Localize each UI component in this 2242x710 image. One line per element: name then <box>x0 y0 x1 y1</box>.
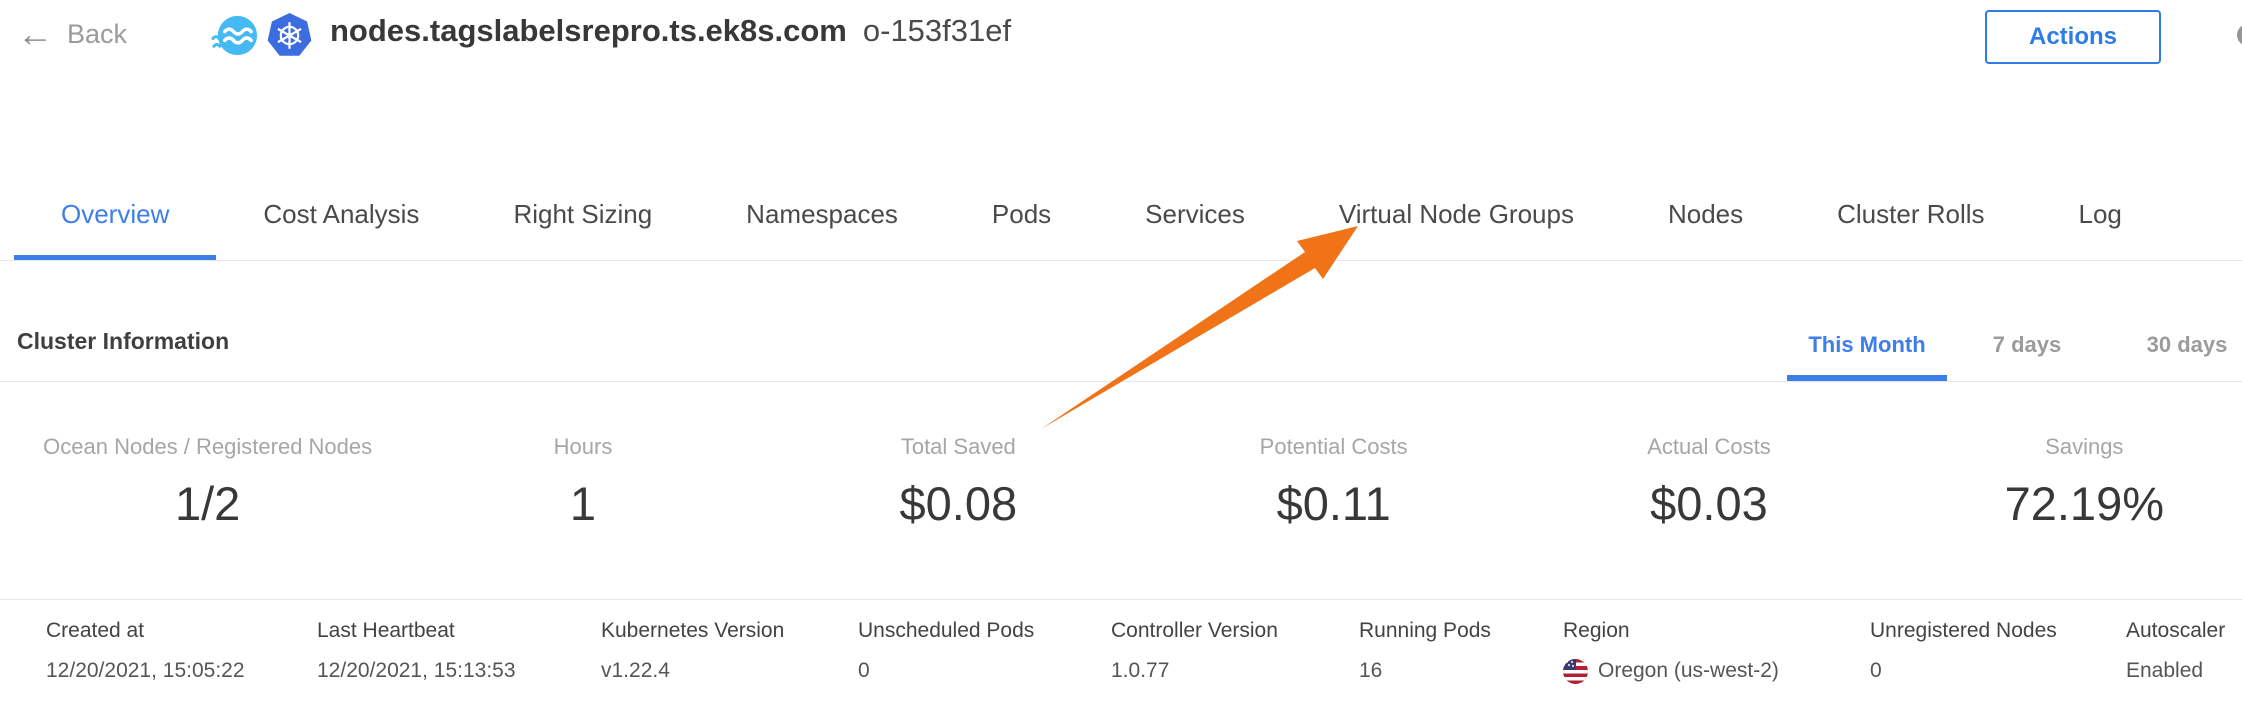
arrow-left-icon: ← <box>17 13 53 54</box>
details-divider <box>0 599 2242 600</box>
detail-created-at: Created at 12/20/2021, 15:05:22 <box>46 619 245 682</box>
tab-pods[interactable]: Pods <box>991 199 1052 229</box>
detail-last-heartbeat: Last Heartbeat 12/20/2021, 15:13:53 <box>317 619 516 682</box>
cluster-id: o-153f31ef <box>862 13 1012 48</box>
cluster-tab-bar: Overview Cost Analysis Right Sizing Name… <box>14 186 2169 261</box>
kubernetes-helm-icon <box>267 12 312 64</box>
tab-overview[interactable]: Overview <box>14 186 217 261</box>
cluster-stats-row: Ocean Nodes / Registered Nodes 1/2 Hours… <box>20 434 2242 531</box>
page-title: nodes.tagslabelsrepro.ts.ek8s.com o-153f3… <box>330 13 1011 49</box>
edge-partial-icon[interactable] <box>2237 24 2242 46</box>
cluster-details-row: Created at 12/20/2021, 15:05:22 Last Hea… <box>46 618 2242 684</box>
stat-total-saved: Total Saved $0.08 <box>899 434 1018 530</box>
detail-unregistered-nodes: Unregistered Nodes 0 <box>1870 619 2057 682</box>
tab-log[interactable]: Log <box>2078 199 2122 229</box>
time-tab-7-days[interactable]: 7 days <box>1992 332 2062 357</box>
cluster-logos <box>211 12 312 64</box>
back-button[interactable]: ← Back <box>17 16 127 52</box>
detail-running-pods: Running Pods 16 <box>1359 619 1491 682</box>
section-title: Cluster Information <box>17 328 230 354</box>
back-label: Back <box>67 18 128 49</box>
cluster-name: nodes.tagslabelsrepro.ts.ek8s.com <box>330 13 847 48</box>
us-flag-icon <box>1563 658 1588 684</box>
region-value: Oregon (us-west-2) <box>1598 659 1779 682</box>
stat-actual-costs: Actual Costs $0.03 <box>1647 434 1771 530</box>
tab-virtual-node-groups[interactable]: Virtual Node Groups <box>1338 199 1574 229</box>
tab-cluster-rolls[interactable]: Cluster Rolls <box>1837 199 1985 229</box>
detail-kubernetes-version: Kubernetes Version v1.22.4 <box>601 619 785 682</box>
actions-button[interactable]: Actions <box>1985 10 2161 64</box>
tab-right-sizing[interactable]: Right Sizing <box>513 199 653 229</box>
detail-autoscaler: Autoscaler Enabled <box>2126 619 2226 682</box>
stat-potential-costs: Potential Costs $0.11 <box>1259 434 1408 530</box>
ocean-waves-icon <box>211 12 258 64</box>
section-divider <box>0 381 2242 382</box>
tabs-divider <box>0 260 2242 261</box>
detail-unscheduled-pods: Unscheduled Pods 0 <box>858 619 1035 682</box>
stat-ocean-registered-nodes: Ocean Nodes / Registered Nodes 1/2 <box>43 434 373 530</box>
time-tab-30-days[interactable]: 30 days <box>2146 332 2228 357</box>
time-tab-this-month[interactable]: This Month <box>1787 326 1947 381</box>
stat-hours: Hours 1 <box>553 434 613 530</box>
tab-nodes[interactable]: Nodes <box>1667 199 1744 229</box>
time-range-tabs: This Month 7 days 30 days <box>1787 326 2242 381</box>
detail-controller-version: Controller Version 1.0.77 <box>1111 619 1278 682</box>
detail-region: Region Oregon (us-west-2) <box>1563 619 1779 684</box>
tab-services[interactable]: Services <box>1145 199 1245 229</box>
stat-savings: Savings 72.19% <box>2004 434 2164 530</box>
tab-cost-analysis[interactable]: Cost Analysis <box>263 199 420 229</box>
tab-namespaces[interactable]: Namespaces <box>746 199 898 229</box>
